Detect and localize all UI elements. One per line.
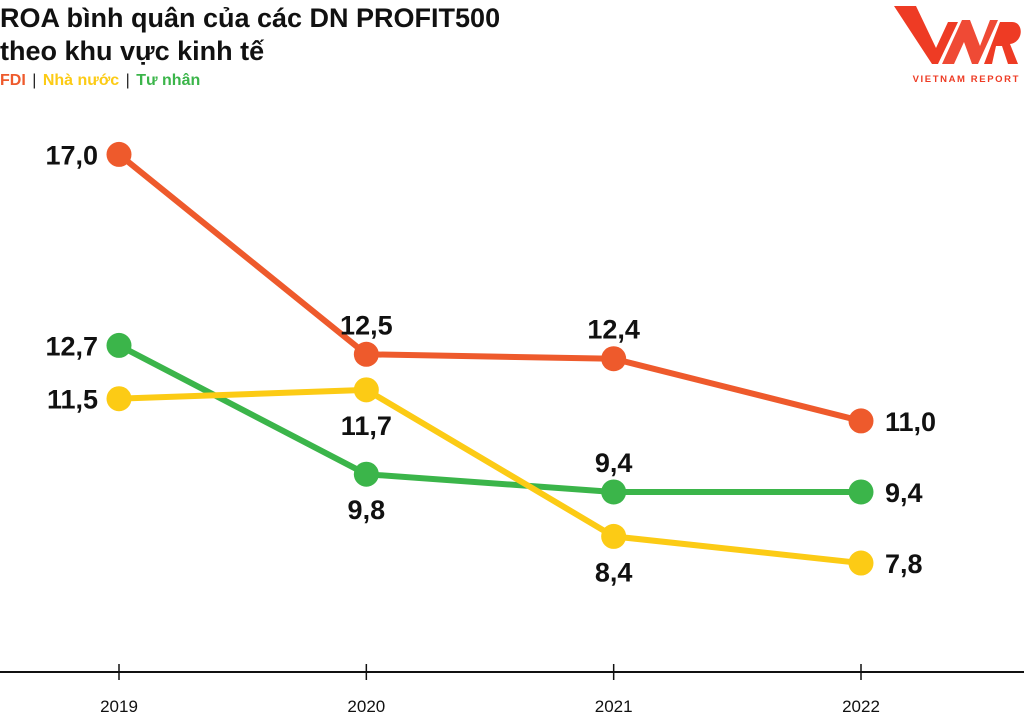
x-tick-label: 2022 (842, 697, 880, 716)
data-label-state: 11,7 (341, 411, 392, 441)
logo-r-icon (984, 22, 1021, 64)
logo-n-icon (942, 20, 998, 64)
data-label-fdi: 11,0 (885, 407, 936, 437)
series-line-fdi (116, 151, 864, 424)
x-axis-tick-labels: 2019 2020 2021 2022 (100, 697, 880, 716)
chart-title-line2: theo khu vực kinh tế (0, 36, 265, 66)
data-label-state: 7,8 (885, 549, 923, 579)
data-point-private (601, 479, 627, 505)
chart-title-line1: ROA bình quân của các DN PROFIT500 (0, 3, 501, 33)
data-point-fdi (353, 341, 379, 367)
data-label-state: 8,4 (595, 557, 633, 587)
data-label-private: 12,7 (45, 331, 98, 361)
data-label-private: 9,4 (595, 448, 633, 478)
data-point-state (353, 377, 379, 403)
data-label-fdi: 12,5 (340, 310, 393, 340)
data-point-private (848, 479, 874, 505)
legend-item-private: Tư nhân (136, 72, 201, 89)
data-label-fdi: 17,0 (45, 140, 98, 170)
data-labels: 17,0 12,5 12,4 11,0 11,5 11,7 8,4 7,8 12,7 9,8 9,4… (45, 140, 936, 587)
data-point-fdi (848, 408, 874, 434)
data-label-private: 9,8 (348, 495, 386, 525)
data-label-state: 11,5 (47, 385, 98, 415)
data-points (106, 141, 874, 576)
x-tick-label: 2020 (347, 697, 385, 716)
logo-subtitle: VIETNAM REPORT (913, 74, 1020, 85)
x-axis (0, 664, 1024, 680)
logo-v-icon (894, 6, 958, 64)
x-tick-label: 2021 (595, 697, 633, 716)
series-line-private (116, 342, 864, 495)
data-point-private (106, 332, 132, 358)
data-point-private (353, 461, 379, 487)
series-line-state (116, 386, 864, 567)
legend: FDI | Nhà nước | Tư nhân (0, 72, 200, 90)
legend-separator: | (32, 72, 37, 89)
data-point-state (106, 386, 132, 412)
data-point-state (848, 550, 874, 576)
data-label-private: 9,4 (885, 478, 923, 508)
legend-item-fdi: FDI (0, 72, 26, 89)
vietnam-report-logo: VIETNAM REPORT (894, 6, 1021, 85)
legend-item-state: Nhà nước (42, 72, 120, 89)
data-point-state (601, 523, 627, 549)
data-point-fdi (106, 141, 132, 167)
data-label-fdi: 12,4 (587, 315, 640, 345)
legend-separator: | (125, 72, 130, 89)
x-tick-label: 2019 (100, 697, 138, 716)
data-point-fdi (601, 346, 627, 372)
series-lines (116, 151, 864, 567)
chart-title: ROA bình quân của các DN PROFIT500 theo … (0, 2, 500, 68)
